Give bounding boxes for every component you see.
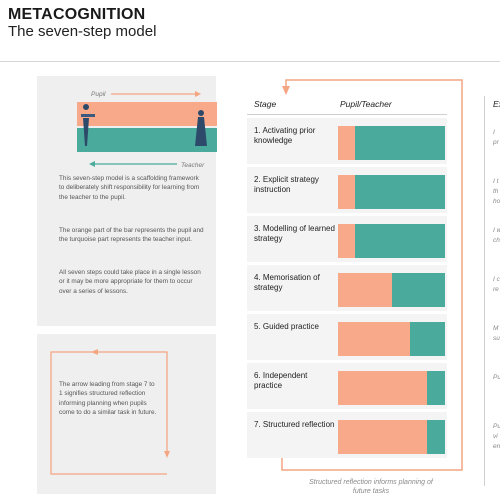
responsibility-bar xyxy=(338,126,445,160)
stage-row: 4. Memorisation of strategy xyxy=(247,265,447,311)
responsibility-bar xyxy=(338,322,445,356)
stage-label: 2. Explicit strategy instruction xyxy=(254,175,319,195)
teacher-share-segment xyxy=(355,224,445,258)
page-title: METACOGNITION xyxy=(8,6,146,23)
header-rule xyxy=(247,114,447,115)
model-description-text: This seven-step model is a scaffolding f… xyxy=(59,175,200,201)
pupil-arrow-head xyxy=(195,91,201,97)
stage-row: 2. Explicit strategy instruction xyxy=(247,167,447,213)
footnote: Structured reflection informs planning o… xyxy=(309,479,433,496)
bar-colour-text: The orange part of the bar represents th… xyxy=(59,227,204,244)
responsibility-bar xyxy=(338,273,445,307)
pupil-share-segment xyxy=(338,371,427,405)
responsibility-bar xyxy=(338,175,445,209)
pupil-share-segment xyxy=(338,126,356,160)
teacher-band xyxy=(77,128,217,152)
responsibility-bar xyxy=(338,420,445,454)
header-divider xyxy=(0,61,500,62)
example-cell: I w ch xyxy=(493,227,500,244)
page-subtitle: The seven-step model xyxy=(8,23,157,40)
stage-column-header: Stage xyxy=(254,99,277,109)
teacher-diagram-label: Teacher xyxy=(181,162,205,169)
example-cell: M su xyxy=(493,325,500,342)
desk-stand-icon xyxy=(83,118,89,146)
pupil-share-segment xyxy=(338,273,392,307)
stage-label: 3. Modelling of learned strategy xyxy=(254,224,335,244)
example-cell: I t th ho xyxy=(493,178,500,205)
lesson-timing-text: All seven steps could take place in a si… xyxy=(59,269,201,295)
stage-row: 3. Modelling of learned strategy xyxy=(247,216,447,262)
explanation-panel: Pupil Teacher This seven-step model is a… xyxy=(37,76,217,326)
responsibility-bar xyxy=(338,371,445,405)
stage-label: 1. Activating prior knowledge xyxy=(254,126,316,146)
teacher-body-icon xyxy=(195,117,207,146)
pupil-share-segment xyxy=(338,322,410,356)
teacher-share-segment xyxy=(426,371,445,405)
example-cell: I c re xyxy=(493,276,500,293)
example-cell: Pu vi en xyxy=(493,423,500,450)
stage-row: 5. Guided practice xyxy=(247,314,447,360)
teacher-arrow-head xyxy=(89,161,95,167)
reflection-arrow-panel: The arrow leading from stage 7 to 1 sign… xyxy=(37,334,216,494)
example-cell: I pr xyxy=(493,129,499,146)
responsibility-bar xyxy=(338,224,445,258)
pupil-share-segment xyxy=(338,224,356,258)
stage-row: 6. Independent practice xyxy=(247,363,447,409)
example-column: Ex I pr I t th ho I w ch I c re M su Pu Pu vi … xyxy=(484,96,500,486)
teacher-share-segment xyxy=(409,322,445,356)
responsibility-diagram: Pupil Teacher xyxy=(77,91,217,169)
teacher-figure-icon xyxy=(198,110,204,116)
pupil-teacher-column-header: Pupil/Teacher xyxy=(340,99,392,109)
teacher-share-segment xyxy=(426,420,445,454)
example-column-header: Ex xyxy=(493,99,500,109)
pupil-share-segment xyxy=(338,175,356,209)
teacher-share-segment xyxy=(391,273,445,307)
teacher-share-segment xyxy=(355,126,445,160)
pupil-band xyxy=(77,102,217,126)
stage-label: 7. Structured reflection xyxy=(254,420,335,429)
teacher-share-segment xyxy=(355,175,445,209)
example-cell: Pu xyxy=(493,374,500,381)
stage-label: 4. Memorisation of strategy xyxy=(254,273,320,293)
pupil-diagram-label: Pupil xyxy=(91,91,106,98)
pupil-share-segment xyxy=(338,420,427,454)
pupil-figure-icon xyxy=(83,104,89,110)
desk-icon xyxy=(81,114,95,117)
stage-label: 5. Guided practice xyxy=(254,322,319,331)
arrow-explanation-text: The arrow leading from stage 7 to 1 sign… xyxy=(59,381,157,416)
loop-arrow-icon xyxy=(50,349,170,475)
stage-label: 6. Independent practice xyxy=(254,371,308,391)
stage-row: 7. Structured reflection xyxy=(247,412,447,458)
stage-row: 1. Activating prior knowledge xyxy=(247,118,447,164)
